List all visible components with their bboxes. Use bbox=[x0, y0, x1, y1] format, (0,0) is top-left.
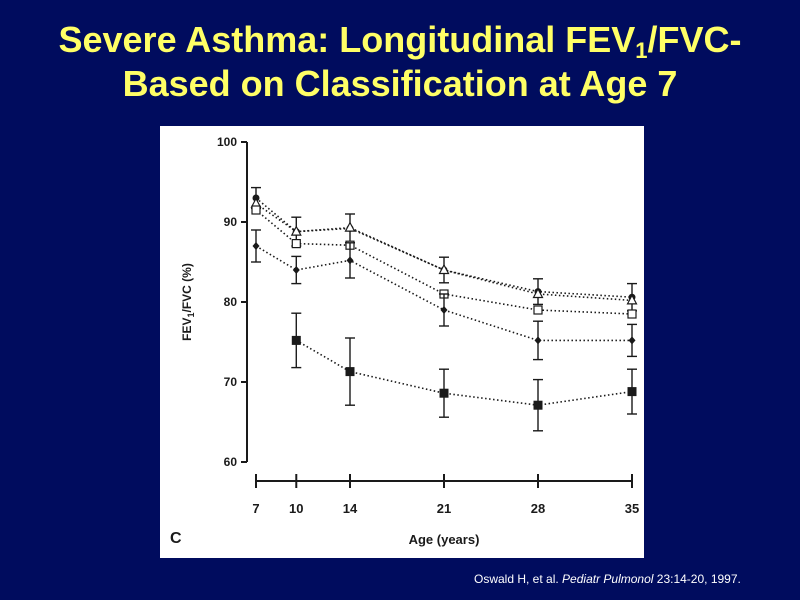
x-axis-label: Age (years) bbox=[409, 532, 480, 547]
y-axis-label-main: FEV bbox=[180, 318, 194, 341]
y-axis-label: FEV1/FVC (%) bbox=[180, 263, 196, 341]
point-filled-diamond-7 bbox=[252, 242, 260, 250]
citation: Oswald H, et al. Pediatr Pulmonol 23:14-… bbox=[474, 572, 741, 586]
chart-labels: 60 70 80 90 100 7 10 14 21 28 35 Age (years) FEV1/FV… bbox=[170, 135, 639, 547]
slide-title-line-1: Severe Asthma: Longitudinal FEV1/FVC- bbox=[0, 18, 800, 62]
point-open-triangle-28 bbox=[532, 287, 544, 299]
y-tick-label-80: 80 bbox=[224, 295, 238, 309]
title-part-1: Severe Asthma: Longitudinal FEV bbox=[58, 19, 636, 60]
series-filled-circle-line bbox=[255, 197, 633, 298]
x-tick-label-21: 21 bbox=[437, 501, 451, 516]
point-open-square-35 bbox=[627, 309, 637, 319]
chart-series bbox=[250, 186, 638, 432]
point-filled-diamond-14 bbox=[346, 256, 354, 265]
x-tick-label-35: 35 bbox=[625, 501, 639, 516]
point-filled-square-35 bbox=[627, 387, 637, 397]
point-filled-diamond-10 bbox=[292, 266, 300, 274]
point-open-square-10 bbox=[291, 238, 301, 249]
point-filled-diamond-35 bbox=[628, 336, 636, 345]
point-filled-square-10 bbox=[291, 335, 301, 345]
chart-panel: 60 70 80 90 100 7 10 14 21 28 35 Age (years) FEV1/FV… bbox=[160, 126, 644, 558]
point-filled-square-28 bbox=[533, 400, 543, 410]
series-filled-square-line bbox=[295, 339, 633, 407]
y-axis-label-tail: /FVC (%) bbox=[180, 263, 194, 312]
title-part-2: /FVC- bbox=[647, 19, 742, 60]
x-tick-label-28: 28 bbox=[531, 501, 545, 516]
title-subscript: 1 bbox=[635, 38, 648, 63]
point-filled-diamond-21 bbox=[440, 306, 448, 314]
citation-journal: Pediatr Pulmonol bbox=[562, 572, 654, 586]
point-open-square-7 bbox=[251, 205, 261, 215]
y-tick-label-70: 70 bbox=[224, 375, 238, 389]
x-tick-label-10: 10 bbox=[289, 501, 303, 516]
point-open-triangle-35 bbox=[626, 294, 638, 305]
panel-label: C bbox=[170, 530, 182, 547]
slide-title: Severe Asthma: Longitudinal FEV1/FVC- Ba… bbox=[0, 18, 800, 106]
citation-authors: Oswald H, et al. bbox=[474, 572, 559, 586]
y-tick-label-100: 100 bbox=[217, 135, 237, 149]
series-open-triangle-line bbox=[255, 202, 633, 302]
point-open-triangle-14 bbox=[344, 221, 356, 232]
point-open-triangle-10 bbox=[290, 225, 302, 236]
y-tick-label-90: 90 bbox=[224, 215, 238, 229]
x-tick-label-14: 14 bbox=[343, 501, 358, 516]
point-filled-square-21 bbox=[439, 388, 449, 398]
point-filled-square-14 bbox=[345, 367, 355, 377]
slide-title-line-2: Based on Classification at Age 7 bbox=[122, 63, 678, 104]
point-open-square-28 bbox=[533, 305, 543, 315]
citation-reference: 23:14-20, 1997. bbox=[656, 572, 741, 586]
y-tick-label-60: 60 bbox=[224, 455, 238, 469]
x-tick-label-7: 7 bbox=[252, 501, 259, 516]
fev1-fvc-line-chart: 60 70 80 90 100 7 10 14 21 28 35 Age (years) FEV1/FV… bbox=[170, 135, 639, 547]
point-filled-diamond-28 bbox=[534, 336, 542, 345]
point-open-triangle-21 bbox=[438, 263, 450, 275]
chart-axes bbox=[241, 141, 633, 488]
y-axis-label-subscript: 1 bbox=[186, 312, 196, 317]
